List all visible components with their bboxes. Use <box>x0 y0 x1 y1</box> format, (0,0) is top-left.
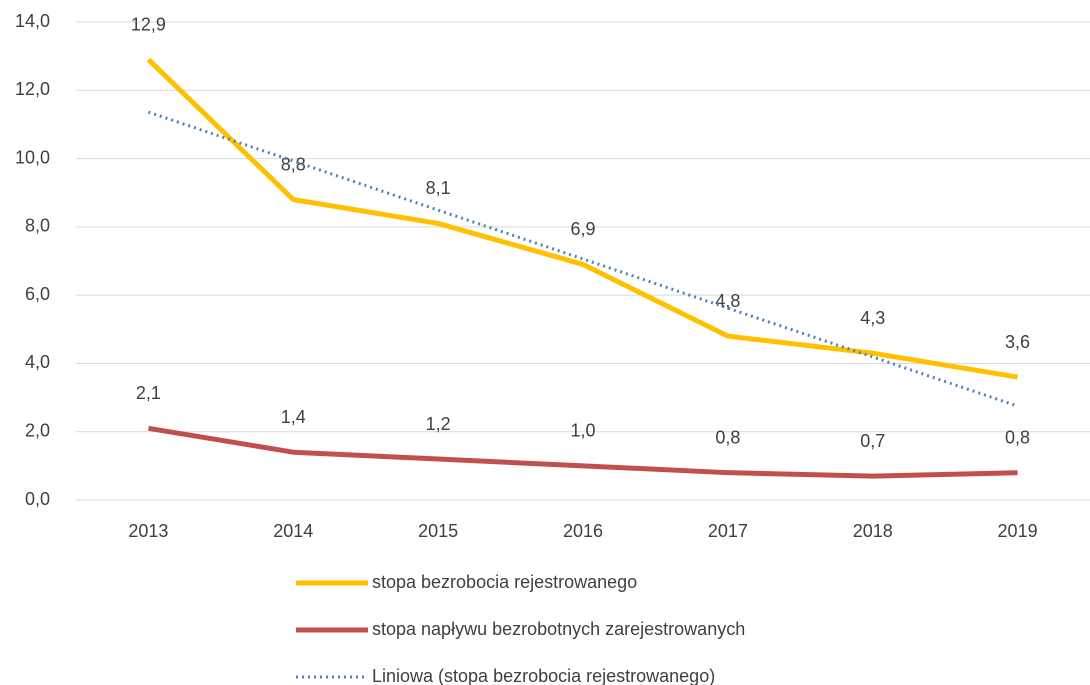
x-tick-label: 2015 <box>418 521 458 541</box>
y-tick-label: 12,0 <box>15 79 50 99</box>
legend-label: Liniowa (stopa bezrobocia rejestrowanego… <box>372 666 715 685</box>
series-line <box>146 57 1018 380</box>
legend-label: stopa bezrobocia rejestrowanego <box>372 572 637 592</box>
series-line <box>148 425 1018 479</box>
series-line <box>147 110 1019 408</box>
y-tick-label: 0,0 <box>25 489 50 509</box>
x-tick-label: 2018 <box>853 521 893 541</box>
x-tick-label: 2019 <box>998 521 1038 541</box>
y-tick-label: 10,0 <box>15 147 50 167</box>
x-tick-label: 2016 <box>563 521 603 541</box>
data-label: 4,8 <box>715 291 740 311</box>
x-tick-label: 2014 <box>273 521 313 541</box>
data-label: 8,1 <box>426 178 451 198</box>
data-label: 8,8 <box>281 154 306 174</box>
data-label: 4,3 <box>860 308 885 328</box>
legend-label: stopa napływu bezrobotnych zarejestrowan… <box>372 619 745 639</box>
data-label: 6,9 <box>570 219 595 239</box>
y-tick-label: 4,0 <box>25 352 50 372</box>
data-label: 0,8 <box>715 427 740 447</box>
x-tick-label: 2013 <box>128 521 168 541</box>
data-label: 1,4 <box>281 407 306 427</box>
y-tick-label: 14,0 <box>15 11 50 31</box>
data-label: 12,9 <box>131 14 166 34</box>
data-label: 3,6 <box>1005 332 1030 352</box>
y-tick-label: 6,0 <box>25 284 50 304</box>
data-label: 0,8 <box>1005 427 1030 447</box>
data-label: 1,2 <box>426 414 451 434</box>
data-label: 0,7 <box>860 431 885 451</box>
y-tick-label: 8,0 <box>25 216 50 236</box>
x-tick-label: 2017 <box>708 521 748 541</box>
data-label: 2,1 <box>136 383 161 403</box>
data-label: 1,0 <box>570 421 595 441</box>
y-tick-label: 2,0 <box>25 420 50 440</box>
